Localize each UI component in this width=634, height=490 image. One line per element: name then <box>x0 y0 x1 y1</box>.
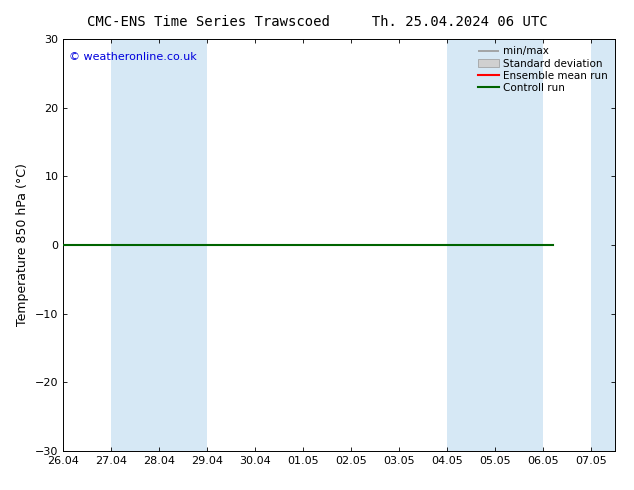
Text: CMC-ENS Time Series Trawscoed     Th. 25.04.2024 06 UTC: CMC-ENS Time Series Trawscoed Th. 25.04.… <box>87 15 547 29</box>
Legend: min/max, Standard deviation, Ensemble mean run, Controll run: min/max, Standard deviation, Ensemble me… <box>476 45 610 95</box>
Y-axis label: Temperature 850 hPa (°C): Temperature 850 hPa (°C) <box>16 164 30 326</box>
Bar <box>447 39 543 451</box>
Bar <box>591 39 634 451</box>
Text: © weatheronline.co.uk: © weatheronline.co.uk <box>69 51 197 62</box>
Bar <box>112 39 207 451</box>
